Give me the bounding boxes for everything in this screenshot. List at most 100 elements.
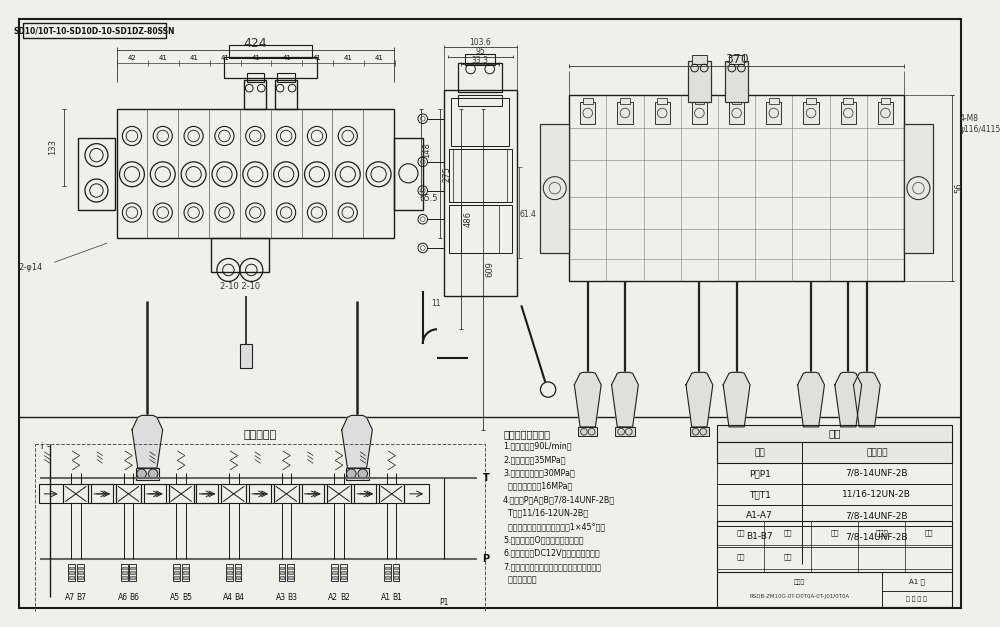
Bar [229, 45, 312, 58]
Bar [226, 564, 233, 581]
Bar [280, 576, 284, 579]
Bar [580, 102, 595, 124]
Text: 批准: 批准 [924, 529, 933, 536]
Text: 4.油口：P、A、B口7/8-14UNF-2B、: 4.油口：P、A、B口7/8-14UNF-2B、 [503, 495, 615, 504]
Bar [78, 571, 83, 574]
Bar [394, 567, 398, 569]
Bar [341, 571, 346, 574]
Text: A3: A3 [276, 593, 286, 602]
Bar [247, 73, 264, 82]
Bar [240, 344, 252, 367]
Bar [449, 149, 512, 202]
Text: A7: A7 [65, 593, 75, 602]
Bar [196, 484, 221, 503]
Bar [449, 205, 512, 253]
Text: A1: A1 [381, 593, 391, 602]
Bar [280, 567, 284, 569]
Bar [117, 109, 394, 238]
Bar [578, 427, 597, 436]
Text: 过载阀调定压力16MPa；: 过载阀调定压力16MPa； [503, 482, 572, 491]
Text: -: - [47, 443, 50, 451]
Text: A5: A5 [170, 593, 180, 602]
Text: 11/16-12UN-2B: 11/16-12UN-2B [842, 490, 911, 499]
Bar [717, 505, 952, 526]
Bar [169, 484, 194, 503]
Bar [620, 98, 630, 105]
Text: SD10/10T-10-SD10D-10-SD1DZ-80SSN: SD10/10T-10-SD10D-10-SD1DZ-80SSN [14, 26, 175, 35]
Bar [331, 564, 338, 581]
Bar [288, 571, 293, 574]
Bar [617, 102, 633, 124]
Text: 148: 148 [422, 142, 431, 158]
Text: 7.阀体表面硬化处理，安全阀及顺序镀销钇，: 7.阀体表面硬化处理，安全阀及顺序镀销钇， [503, 562, 601, 571]
Bar [136, 468, 159, 480]
Text: B1-B7: B1-B7 [746, 532, 773, 541]
Bar [882, 572, 952, 591]
Bar [806, 98, 816, 105]
Bar [63, 484, 88, 503]
Bar [341, 567, 346, 569]
Bar [279, 564, 285, 581]
Text: 共 页 第 页: 共 页 第 页 [906, 596, 927, 602]
Text: 2-φ14: 2-φ14 [18, 263, 43, 271]
Bar [692, 55, 707, 64]
Text: A6: A6 [118, 593, 128, 602]
Text: T、T1: T、T1 [749, 490, 771, 499]
Bar [458, 95, 502, 107]
Bar [249, 484, 274, 503]
Polygon shape [798, 372, 824, 427]
Bar [173, 564, 180, 581]
Bar [78, 567, 83, 569]
Text: T: T [483, 473, 490, 483]
Text: 275: 275 [442, 166, 451, 182]
Polygon shape [686, 372, 713, 427]
Text: 33.3: 33.3 [472, 56, 489, 65]
Text: 4-M8: 4-M8 [960, 114, 979, 124]
Polygon shape [612, 372, 638, 427]
Text: 2.额定压力：35MPa；: 2.额定压力：35MPa； [503, 455, 566, 464]
Bar [288, 567, 293, 569]
Bar [332, 567, 337, 569]
Text: 56: 56 [954, 183, 963, 194]
Bar [878, 102, 893, 124]
Bar [288, 576, 293, 579]
Text: 7/8-14UNF-2B: 7/8-14UNF-2B [846, 469, 908, 478]
Text: 41: 41 [159, 55, 168, 61]
Bar [881, 98, 890, 105]
Bar [69, 576, 74, 579]
Bar [144, 484, 169, 503]
Bar [183, 571, 188, 574]
Bar [221, 484, 246, 503]
Polygon shape [723, 372, 750, 427]
Text: 5.控制方式：O型機杆，弹簧复位；: 5.控制方式：O型機杆，弹簧复位； [503, 535, 584, 544]
Text: 609: 609 [485, 261, 494, 277]
Bar [583, 98, 593, 105]
Bar [717, 442, 952, 463]
Text: 均为平面密封，螺统孔口刁就1×45°角；: 均为平面密封，螺统孔口刁就1×45°角； [503, 522, 605, 531]
Text: 41: 41 [313, 55, 322, 61]
Text: 133: 133 [48, 139, 57, 155]
Bar [717, 520, 952, 607]
Text: A2: A2 [328, 593, 338, 602]
Bar [717, 425, 952, 442]
Bar [732, 98, 741, 105]
Text: 1.最大流量：90L/min；: 1.最大流量：90L/min； [503, 441, 572, 451]
Bar [236, 567, 240, 569]
Bar [227, 571, 232, 574]
Bar [141, 484, 166, 503]
Text: 370: 370 [725, 53, 749, 66]
Bar [839, 427, 858, 436]
Text: 接口: 接口 [754, 448, 765, 457]
Bar [227, 576, 232, 579]
Bar [88, 484, 113, 503]
Text: 95: 95 [475, 47, 485, 56]
Text: 61.4: 61.4 [520, 210, 536, 219]
Bar [224, 56, 317, 78]
Bar [235, 564, 241, 581]
Bar [727, 427, 746, 436]
Bar [444, 90, 517, 296]
Bar [540, 124, 569, 253]
Text: RSDB-ZM10G-0T-D0T0A-0T-J01/0T0A: RSDB-ZM10G-0T-D0T0A-0T-J01/0T0A [749, 594, 850, 599]
Bar [246, 484, 271, 503]
Bar [725, 61, 748, 102]
